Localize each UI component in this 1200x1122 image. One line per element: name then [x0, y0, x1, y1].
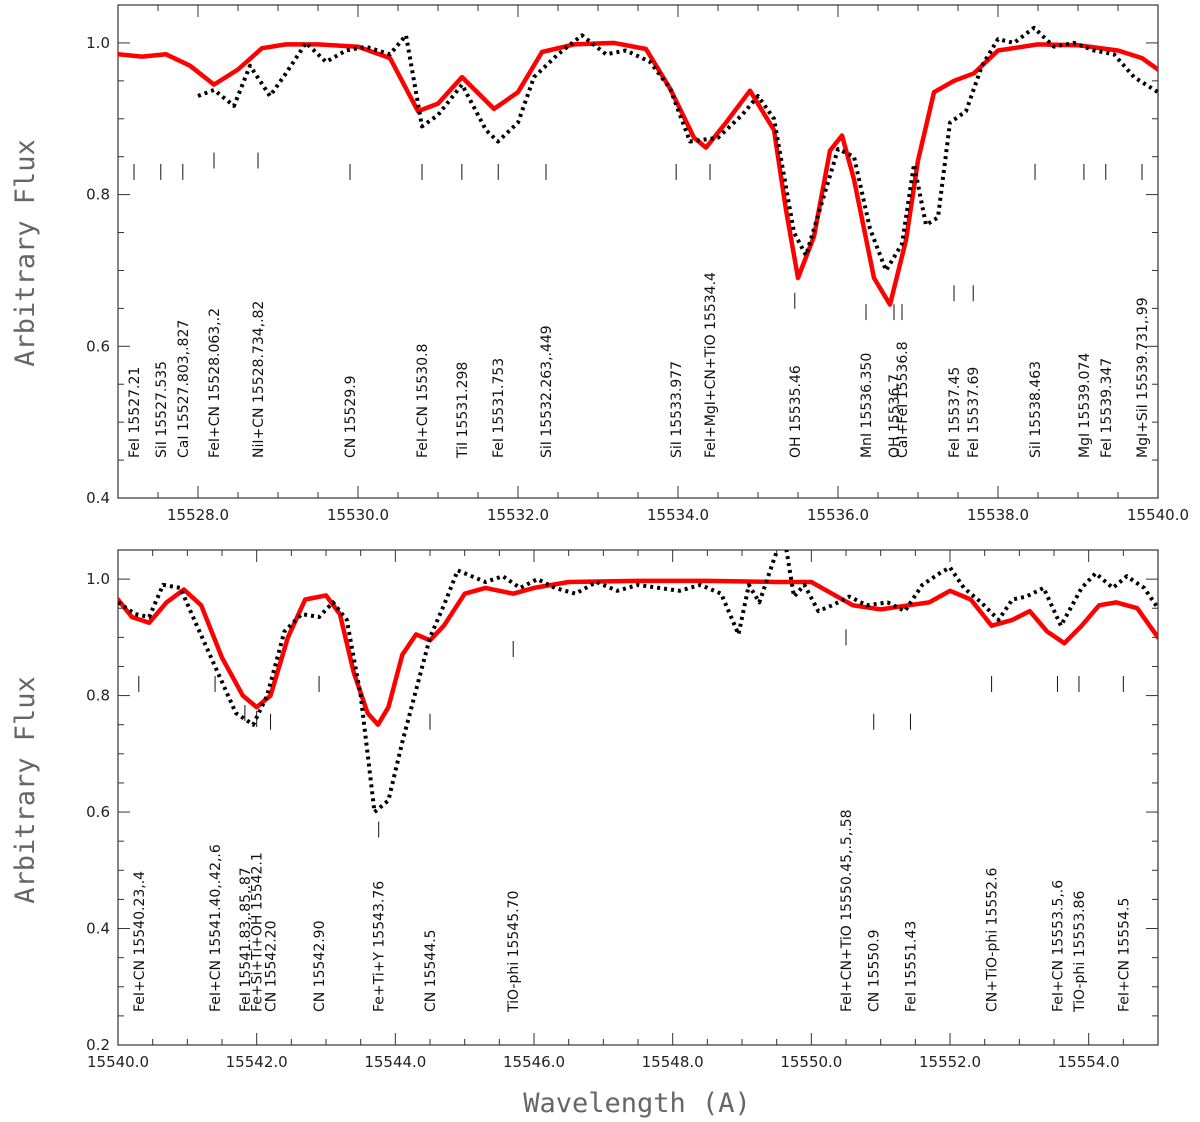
- top-line-id-label: SiI 15532.263,.449: [539, 325, 555, 458]
- top-line-id-label: TiI 15531.298: [455, 362, 471, 459]
- bottom-observed-spectrum-line: [118, 550, 1158, 815]
- top-line-id-label: CaI 15527.803,.827: [176, 320, 192, 458]
- top-line-id-label: NiI+CN 15528.734,.82: [251, 301, 267, 458]
- top-line-id-label: FeI 15537.69: [966, 367, 982, 458]
- bottom-line-id-label: FeI+CN 15553.5,.6: [1051, 880, 1067, 1012]
- top-line-id-label: FeI+CN 15528.063,.2: [207, 308, 223, 458]
- top-y-tick-label: 0.4: [86, 489, 110, 507]
- bottom-y-tick-label: 0.2: [86, 1036, 110, 1054]
- bottom-x-tick-label: 15542.0: [226, 1053, 288, 1071]
- top-synthetic-spectrum-line: [118, 40, 1158, 307]
- bottom-line-id-label: TiO-phi 15553.86: [1072, 891, 1088, 1013]
- bottom-line-id-label: CN+TiO-phi 15552.6: [985, 867, 1001, 1012]
- top-spectrum-panel: 15528.0 15530.0 15532.0 15534.0 15536.0 15538…: [86, 4, 1189, 524]
- bottom-line-id-label: Fe+Si+Ti+OH 15542.1: [250, 852, 266, 1012]
- top-line-id-label: FeI 15531.753: [491, 358, 507, 458]
- x-axis-title: Wavelength (A): [523, 1088, 751, 1119]
- top-line-id-label: MgI+SiI 15539.731,.99: [1135, 297, 1151, 458]
- top-line-id-label: MgI 15539.074: [1077, 353, 1093, 458]
- top-line-id-label: CaI+FeI 15536.8: [895, 341, 911, 458]
- bottom-line-id-label: Fe+Ti+Y 15543.76: [372, 881, 388, 1012]
- top-line-id-label: FeI+CN 15530.8: [415, 344, 431, 458]
- top-line-id-label: CN 15529.9: [343, 375, 359, 458]
- top-y-tick-label: 0.6: [86, 337, 110, 355]
- bottom-x-tick-label: 15540.0: [87, 1053, 149, 1071]
- top-line-id-label: FeI 15539.347: [1099, 358, 1115, 458]
- top-line-id-label: MnI 15536.350: [859, 353, 875, 458]
- bottom-y-tick-label: 0.6: [86, 803, 110, 821]
- bottom-line-id-label: FeI+CN 15540.23,.4: [132, 871, 148, 1012]
- bottom-line-id-label: FeI+CN 15554.5: [1116, 898, 1132, 1012]
- bottom-line-id-label: CN 15544.5: [423, 929, 439, 1012]
- top-x-tick-label: 15540.0: [1127, 506, 1189, 524]
- bottom-x-tick-label: 15554.0: [1058, 1053, 1120, 1071]
- top-x-tick-label: 15532.0: [487, 506, 549, 524]
- top-x-tick-label: 15536.0: [807, 506, 869, 524]
- bottom-spectrum-panel: 15540.0 15542.0 15544.0 15546.0 15548.0 15550…: [86, 549, 1159, 1071]
- bottom-x-tick-label: 15552.0: [919, 1053, 981, 1071]
- top-line-id-label: OH 15536.7: [887, 374, 903, 458]
- bottom-x-tick-label: 15546.0: [503, 1053, 565, 1071]
- bottom-line-id-label: FeI 15551.43: [904, 921, 920, 1012]
- bottom-line-id-label: FeI 15541.83,.85,.87: [238, 867, 254, 1012]
- bottom-line-id-label: CN 15542.20: [264, 921, 280, 1013]
- top-observed-spectrum-line: [197, 25, 1158, 273]
- bottom-y-tick-label: 1.0: [86, 570, 110, 588]
- top-y-tick-label: 0.8: [86, 186, 110, 204]
- top-line-id-label: SiI 15533.977: [669, 361, 685, 458]
- bottom-line-id-label: CN 15542.90: [312, 921, 328, 1013]
- bottom-line-id-label: CN 15550.9: [867, 929, 883, 1012]
- top-x-tick-label: 15528.0: [167, 506, 229, 524]
- bottom-synthetic-spectrum-line: [118, 578, 1158, 727]
- bottom-x-tick-label: 15544.0: [364, 1053, 426, 1071]
- bottom-y-tick-label: 0.8: [86, 687, 110, 705]
- top-x-tick-label: 15530.0: [327, 506, 389, 524]
- bottom-x-tick-label: 15550.0: [780, 1053, 842, 1071]
- top-x-tick-label: 15538.0: [967, 506, 1029, 524]
- top-line-id-label: FeI 15537.45: [947, 367, 963, 458]
- top-line-id-label: FeI 15527.21: [127, 367, 143, 458]
- bottom-line-id-label: FeI+CN 15541.40,.42,.6: [208, 844, 224, 1012]
- y-axis-title-top: Arbitrary Flux: [10, 139, 41, 367]
- top-y-tick-label: 1.0: [86, 34, 110, 52]
- bottom-x-tick-label: 15548.0: [642, 1053, 704, 1071]
- bottom-line-id-label: TiO-phi 15545.70: [506, 891, 522, 1013]
- top-line-id-label: OH 15535.46: [788, 365, 804, 458]
- top-line-id-label: FeI+MgI+CN+TiO 15534.4: [703, 272, 719, 458]
- y-axis-title-bottom: Arbitrary Flux: [10, 676, 41, 904]
- bottom-line-id-label: FeI+CN+TiO 15550.45,.5,.58: [839, 809, 855, 1012]
- top-line-id-label: SiI 15527.535: [154, 361, 170, 458]
- top-line-id-label: SiI 15538.463: [1028, 361, 1044, 458]
- bottom-y-tick-label: 0.4: [86, 920, 110, 938]
- top-x-tick-label: 15534.0: [647, 506, 709, 524]
